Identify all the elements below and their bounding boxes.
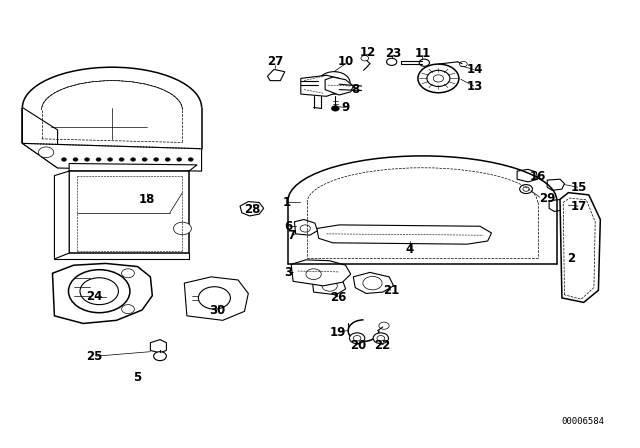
Text: 14: 14 — [467, 63, 483, 76]
Text: 00006584: 00006584 — [562, 418, 605, 426]
Circle shape — [361, 56, 369, 61]
Text: 27: 27 — [267, 55, 284, 69]
Text: 7: 7 — [287, 228, 295, 242]
Circle shape — [523, 187, 529, 191]
Circle shape — [373, 333, 388, 344]
Circle shape — [353, 336, 361, 341]
Text: 18: 18 — [139, 193, 156, 206]
Polygon shape — [301, 75, 339, 96]
Polygon shape — [549, 199, 568, 211]
Circle shape — [318, 72, 350, 94]
Text: 29: 29 — [539, 191, 556, 205]
Circle shape — [379, 322, 389, 329]
Circle shape — [198, 287, 230, 309]
Circle shape — [73, 158, 78, 161]
Text: 15: 15 — [571, 181, 588, 194]
Text: 23: 23 — [385, 47, 402, 60]
Circle shape — [332, 106, 339, 111]
Polygon shape — [184, 277, 248, 320]
Text: 2: 2 — [567, 252, 575, 266]
Circle shape — [131, 158, 136, 161]
Text: 6: 6 — [284, 220, 292, 233]
Polygon shape — [325, 77, 353, 95]
Text: 13: 13 — [467, 79, 483, 93]
Text: 16: 16 — [529, 170, 546, 184]
Circle shape — [188, 158, 193, 161]
Polygon shape — [52, 263, 152, 323]
Text: 24: 24 — [86, 290, 103, 303]
Circle shape — [322, 280, 337, 291]
Polygon shape — [268, 69, 285, 81]
Text: 30: 30 — [209, 303, 226, 317]
Circle shape — [68, 270, 130, 313]
Circle shape — [363, 276, 382, 290]
Circle shape — [122, 269, 134, 278]
Text: 9: 9 — [342, 101, 349, 114]
Circle shape — [460, 61, 467, 67]
Circle shape — [61, 158, 67, 161]
Text: 21: 21 — [383, 284, 400, 297]
Text: 17: 17 — [571, 199, 588, 213]
Circle shape — [387, 58, 397, 65]
Polygon shape — [54, 171, 69, 259]
Circle shape — [419, 59, 429, 66]
Text: 8: 8 — [352, 83, 360, 96]
Circle shape — [154, 352, 166, 361]
Polygon shape — [69, 164, 197, 171]
Polygon shape — [291, 260, 351, 286]
Circle shape — [433, 75, 444, 82]
Circle shape — [96, 158, 101, 161]
Circle shape — [326, 78, 342, 88]
Text: 1: 1 — [283, 196, 291, 209]
Circle shape — [177, 158, 182, 161]
Circle shape — [349, 333, 365, 344]
Text: 26: 26 — [330, 291, 346, 305]
Circle shape — [165, 158, 170, 161]
Text: 22: 22 — [374, 339, 391, 353]
Polygon shape — [312, 277, 346, 295]
Circle shape — [119, 158, 124, 161]
Text: 11: 11 — [414, 47, 431, 60]
Text: 10: 10 — [337, 55, 354, 69]
Circle shape — [306, 269, 321, 280]
Circle shape — [418, 64, 459, 93]
Text: 5: 5 — [134, 370, 141, 384]
Polygon shape — [317, 225, 492, 244]
Text: 3: 3 — [284, 266, 292, 279]
Polygon shape — [22, 108, 58, 168]
Polygon shape — [294, 220, 317, 235]
Text: 12: 12 — [360, 46, 376, 60]
Text: 28: 28 — [244, 203, 261, 216]
Polygon shape — [150, 340, 166, 353]
Polygon shape — [69, 171, 189, 253]
Circle shape — [427, 70, 450, 86]
Polygon shape — [547, 179, 564, 190]
Circle shape — [154, 158, 159, 161]
Polygon shape — [560, 193, 600, 302]
Circle shape — [173, 222, 191, 235]
Text: 25: 25 — [86, 349, 103, 363]
Polygon shape — [353, 272, 394, 293]
Circle shape — [38, 147, 54, 158]
Polygon shape — [240, 202, 264, 216]
Circle shape — [84, 158, 90, 161]
Circle shape — [520, 185, 532, 194]
Polygon shape — [517, 169, 538, 182]
Circle shape — [108, 158, 113, 161]
Text: 4: 4 — [406, 243, 413, 257]
Text: 20: 20 — [350, 339, 367, 353]
Circle shape — [377, 336, 385, 341]
Polygon shape — [22, 143, 202, 171]
Text: 19: 19 — [330, 326, 346, 339]
Circle shape — [142, 158, 147, 161]
Circle shape — [122, 305, 134, 314]
Circle shape — [300, 225, 310, 232]
Circle shape — [80, 278, 118, 305]
